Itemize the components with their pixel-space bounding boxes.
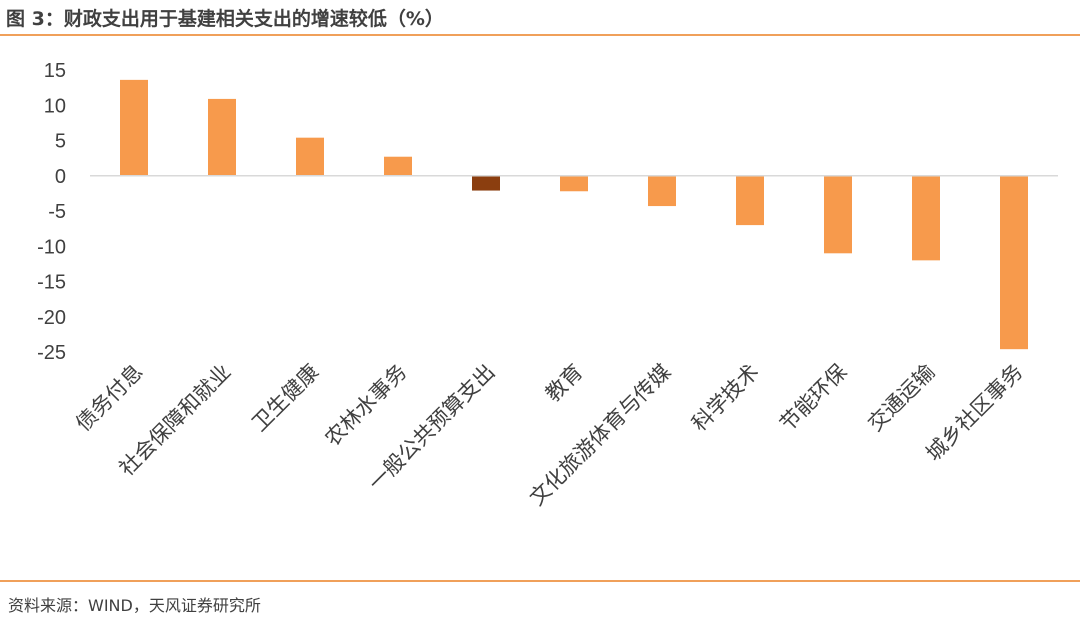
top-divider [0,34,1080,36]
y-tick-label: 0 [55,166,66,188]
bar [296,137,324,176]
y-tick-label: -10 [37,236,66,258]
y-tick-label: 10 [44,95,66,117]
y-tick-label: -15 [37,272,66,294]
bar [472,175,500,191]
bar [384,156,412,176]
x-tick-label: 教育 [541,360,588,407]
title-bar: 图 3：财政支出用于基建相关支出的增速较低（%） [0,0,1080,35]
bar [1000,175,1028,350]
x-tick-label: 交通运输 [863,360,939,436]
y-tick-label: -5 [48,201,66,223]
bottom-divider [0,580,1080,582]
bar [208,98,236,176]
bar [120,79,148,176]
x-tick-label: 农林水事务 [320,360,411,451]
y-tick-label: 5 [55,131,66,153]
bar [736,175,764,226]
bar [648,175,676,207]
bar [912,175,940,261]
y-tick-label: 15 [44,60,66,82]
page-title: 图 3：财政支出用于基建相关支出的增速较低（%） [6,8,444,30]
x-tick-label: 节能环保 [775,360,851,436]
y-tick-label: -25 [37,342,66,364]
bar [824,175,852,254]
bar [560,175,588,192]
x-tick-label: 科学技术 [687,360,763,436]
y-tick-label: -20 [37,307,66,329]
x-tick-label: 债务付息 [71,360,147,436]
source-note: 资料来源：WIND，天风证券研究所 [8,596,261,615]
x-tick-label: 卫生健康 [247,360,323,436]
